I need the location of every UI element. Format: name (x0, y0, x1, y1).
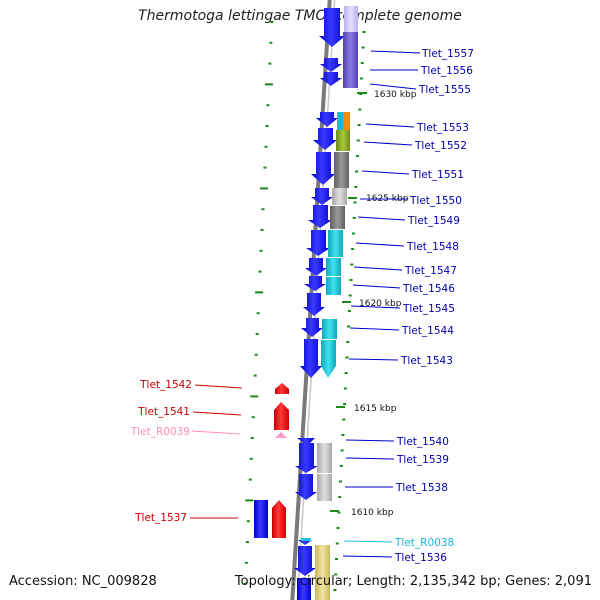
left-gene-labels: Tlet_1542 Tlet_1541 Tlet_R0039 Tlet_1537 (130, 379, 243, 524)
leader-1545 (350, 305, 401, 309)
bar-1548 (328, 230, 343, 257)
bar-1550 (332, 188, 347, 205)
rna-R0038 (301, 538, 311, 541)
leader-R0038 (343, 540, 393, 543)
leader-1543 (348, 358, 399, 361)
gene-arrow-1557 (319, 8, 345, 47)
gene-arrow-1545 (303, 293, 325, 316)
gene-arrow-1555 (320, 72, 342, 86)
bar-1539 (317, 443, 332, 473)
kbp-marker-lines (330, 92, 367, 512)
gene-arrow-1556 (320, 58, 342, 72)
bar-1553-teal (337, 112, 343, 130)
bar-1557-light (344, 6, 358, 32)
bar-1543 (321, 340, 336, 378)
gene-arrow-1553 (316, 112, 338, 127)
gene-label-1547[interactable]: Tlet_1547 (404, 265, 457, 277)
bar-1552 (336, 130, 350, 151)
bar-1538 (317, 474, 332, 501)
bar-1536 (315, 545, 330, 600)
leader-1539 (345, 457, 395, 460)
gene-label-1540[interactable]: Tlet_1540 (396, 436, 449, 448)
reverse-strand-genes (272, 383, 311, 541)
leader-R0039 (191, 430, 241, 435)
gene-arrow-1547 (305, 258, 327, 276)
right-gene-labels: Tlet_1557 Tlet_1556 Tlet_1555 Tlet_1553 … (342, 48, 474, 564)
gene-label-1555[interactable]: Tlet_1555 (418, 84, 471, 96)
gene-arrow-1537 (272, 500, 286, 538)
leader-1553 (365, 123, 415, 128)
kbp-label-1615: 1615 kbp (354, 404, 397, 414)
leader-1544 (349, 327, 400, 331)
gene-label-1545[interactable]: Tlet_1545 (402, 303, 455, 315)
rna-label-R0038[interactable]: Tlet_R0038 (394, 537, 454, 549)
gene-arrow-1539 (295, 443, 318, 473)
ticks-layer (243, 21, 366, 591)
gene-label-1539[interactable]: Tlet_1539 (396, 454, 449, 466)
gene-label-1543[interactable]: Tlet_1543 (400, 355, 453, 367)
rna-label-R0039[interactable]: Tlet_R0039 (130, 426, 190, 438)
gene-label-1536[interactable]: Tlet_1536 (394, 552, 447, 564)
accession-text: Accession: NC_009828 (9, 574, 157, 589)
leader-1549 (357, 216, 406, 221)
genome-summary-text: Topology: circular; Length: 2,135,342 bp… (234, 574, 592, 589)
bar-1553-orange (343, 112, 350, 130)
gene-arrow-1538 (295, 474, 317, 500)
leader-1546 (352, 284, 401, 289)
bar-1557 (343, 32, 358, 88)
gene-label-1538[interactable]: Tlet_1538 (395, 482, 448, 494)
bar-1544 (322, 319, 337, 339)
leader-1547 (353, 266, 403, 271)
gene-label-1553[interactable]: Tlet_1553 (416, 122, 469, 134)
gene-arrow-1542 (275, 383, 289, 394)
kbp-label-1620: 1620 kbp (359, 299, 402, 309)
leader-1541 (192, 411, 242, 416)
gene-label-1552[interactable]: Tlet_1552 (414, 140, 467, 152)
gene-arrow-1548 (306, 230, 330, 256)
gene-label-1549[interactable]: Tlet_1549 (407, 215, 460, 227)
gene-arrow-bottom (297, 578, 311, 600)
gene-label-1537[interactable]: Tlet_1537 (134, 512, 187, 524)
gene-label-1548[interactable]: Tlet_1548 (406, 241, 459, 253)
bar-1549 (330, 206, 345, 229)
gene-label-1546[interactable]: Tlet_1546 (402, 283, 455, 295)
leader-1536 (342, 555, 393, 558)
gene-arrow-1543 (300, 339, 322, 378)
gene-arrow-1552 (313, 128, 337, 150)
gene-arrow-1551 (311, 152, 335, 185)
gene-arrow-1544 (301, 318, 323, 337)
leader-1548 (355, 242, 405, 247)
gene-arrow-1536b (294, 546, 316, 576)
kbp-label-1630: 1630 kbp (374, 90, 417, 100)
forward-strand-genes (254, 8, 345, 600)
genome-title: Thermotoga lettingae TMO, complete genom… (138, 8, 462, 24)
gene-arrow-1549 (308, 205, 332, 228)
annotation-bars (315, 6, 358, 600)
gene-label-1557[interactable]: Tlet_1557 (421, 48, 474, 60)
gene-arrow-1550 (311, 188, 333, 205)
gene-label-1544[interactable]: Tlet_1544 (401, 325, 454, 337)
bar-1547 (326, 258, 341, 276)
leader-1540 (345, 439, 395, 442)
leader-1552 (363, 141, 413, 146)
gene-arrow-1546 (304, 276, 326, 291)
bar-1551 (334, 152, 349, 188)
leader-1557 (370, 50, 421, 54)
gene-label-1542[interactable]: Tlet_1542 (139, 379, 192, 391)
gene-label-1550[interactable]: Tlet_1550 (409, 195, 462, 207)
gene-label-1556[interactable]: Tlet_1556 (420, 65, 473, 77)
gene-label-1551[interactable]: Tlet_1551 (411, 169, 464, 181)
gene-arrow-1537b (254, 500, 268, 538)
gene-arrow-1536 (298, 540, 312, 545)
leader-1551 (361, 170, 410, 175)
rna-R0039 (275, 432, 287, 438)
leader-1542 (194, 384, 243, 389)
kbp-label-1610: 1610 kbp (351, 508, 394, 518)
leader-1555 (369, 83, 417, 90)
gene-label-1541[interactable]: Tlet_1541 (137, 406, 190, 418)
gene-arrow-1541 (274, 402, 289, 430)
bar-1546 (326, 277, 341, 295)
